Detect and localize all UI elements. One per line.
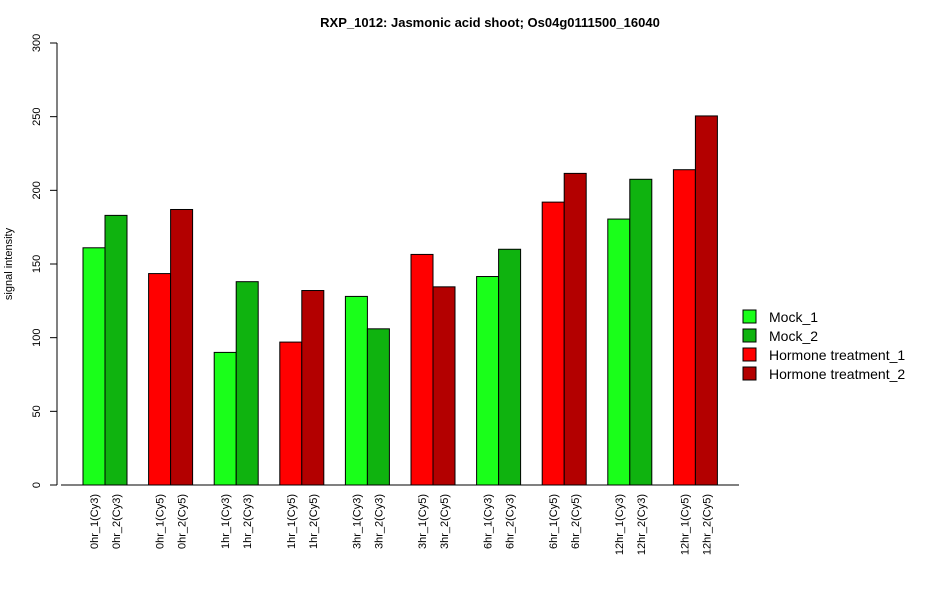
x-tick-label: 12hr_2(Cy3) bbox=[636, 494, 648, 555]
y-axis: 0 50 100 150 200 250 300 bbox=[31, 34, 58, 488]
x-tick-label: 6hr_2(Cy3) bbox=[505, 494, 517, 549]
bar bbox=[279, 341, 303, 486]
y-tick-label: 250 bbox=[31, 107, 43, 125]
bar bbox=[213, 351, 237, 486]
y-tick-label: 0 bbox=[31, 482, 43, 488]
x-tick-label: 3hr_2(Cy3) bbox=[373, 494, 385, 549]
bar bbox=[148, 273, 172, 486]
bar bbox=[235, 281, 259, 486]
bar bbox=[104, 214, 128, 486]
x-tick-label: 12hr_1(Cy5) bbox=[679, 494, 691, 555]
legend: Mock_1 Mock_2 Hormone treatment_1 Hormone t… bbox=[742, 309, 905, 382]
x-tick-label: 6hr_2(Cy5) bbox=[570, 494, 582, 549]
x-tick-label: 6hr_1(Cy3) bbox=[483, 494, 495, 549]
y-tick-label: 200 bbox=[31, 181, 43, 199]
bar bbox=[498, 248, 522, 486]
legend-swatch bbox=[742, 309, 757, 324]
x-tick-label: 0hr_1(Cy3) bbox=[89, 494, 101, 549]
bar bbox=[432, 286, 456, 486]
bar bbox=[672, 169, 696, 486]
legend-label: Mock_2 bbox=[769, 328, 818, 344]
legend-label: Hormone treatment_1 bbox=[769, 347, 905, 363]
bar bbox=[541, 201, 565, 486]
x-tick-label: 1hr_1(Cy5) bbox=[286, 494, 298, 549]
x-tick-label: 1hr_2(Cy3) bbox=[242, 494, 254, 549]
bars-group bbox=[82, 115, 718, 486]
x-tick-label: 1hr_1(Cy3) bbox=[220, 494, 232, 549]
x-tick-label: 0hr_2(Cy5) bbox=[177, 494, 189, 549]
bar bbox=[170, 208, 194, 486]
bar bbox=[301, 290, 325, 486]
legend-label: Mock_1 bbox=[769, 309, 818, 325]
x-tick-label: 3hr_1(Cy3) bbox=[351, 494, 363, 549]
x-tick-labels: 0hr_1(Cy3) 0hr_2(Cy3) 0hr_1(Cy5) 0hr_2(Cy5)… bbox=[89, 494, 713, 555]
bar bbox=[607, 218, 631, 486]
y-axis-label: signal intensity bbox=[3, 227, 15, 300]
y-tick-label: 300 bbox=[31, 34, 43, 52]
x-tick-label: 0hr_2(Cy3) bbox=[111, 494, 123, 549]
x-tick-label: 1hr_2(Cy5) bbox=[308, 494, 320, 549]
bar bbox=[694, 115, 718, 486]
legend-label: Hormone treatment_2 bbox=[769, 366, 905, 382]
legend-swatch bbox=[742, 328, 757, 343]
bar bbox=[344, 295, 368, 486]
bar bbox=[82, 247, 106, 486]
x-tick-label: 12hr_1(Cy3) bbox=[614, 494, 626, 555]
bar bbox=[629, 178, 653, 486]
bar bbox=[366, 328, 390, 486]
x-tick-label: 3hr_1(Cy5) bbox=[417, 494, 429, 549]
y-tick-label: 150 bbox=[31, 255, 43, 273]
x-tick-label: 0hr_1(Cy5) bbox=[155, 494, 167, 549]
y-tick-label: 50 bbox=[31, 405, 43, 417]
bar bbox=[563, 172, 587, 486]
bar bbox=[410, 253, 434, 486]
legend-swatch bbox=[742, 347, 757, 362]
x-tick-label: 12hr_2(Cy5) bbox=[701, 494, 713, 555]
y-tick-label: 100 bbox=[31, 328, 43, 346]
legend-swatch bbox=[742, 366, 757, 381]
x-tick-label: 6hr_1(Cy5) bbox=[548, 494, 560, 549]
chart-title: RXP_1012: Jasmonic acid shoot; Os04g0111… bbox=[320, 15, 660, 30]
x-tick-label: 3hr_2(Cy5) bbox=[439, 494, 451, 549]
bar bbox=[476, 276, 500, 486]
